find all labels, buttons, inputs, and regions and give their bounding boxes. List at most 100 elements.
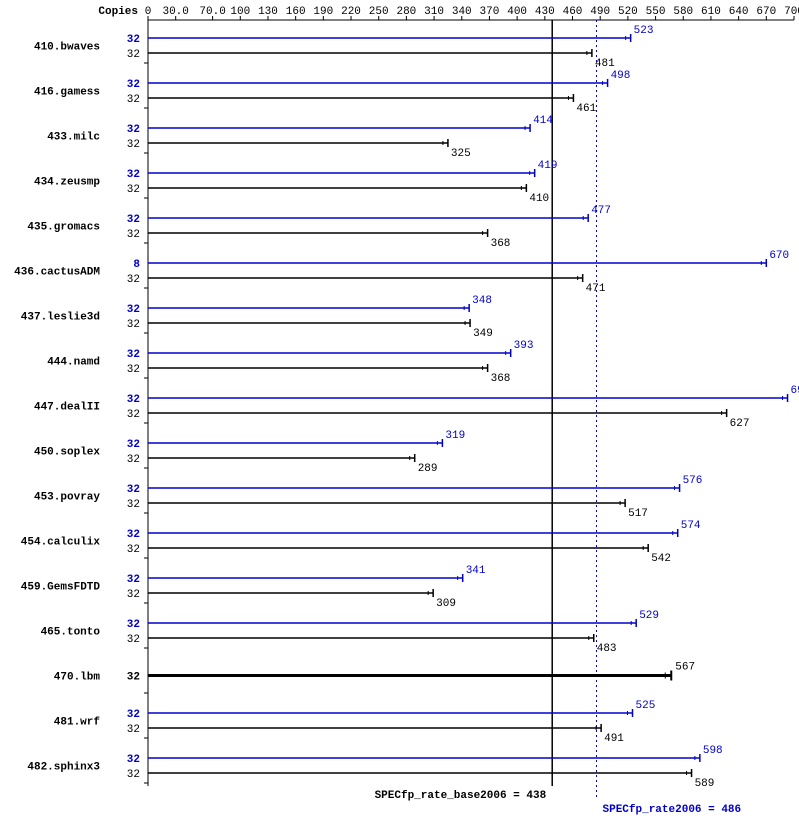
bar-value-label: 567 bbox=[675, 662, 695, 674]
chart-background bbox=[0, 0, 799, 831]
x-tick-label: 400 bbox=[507, 6, 527, 18]
benchmark-name: 416.gamess bbox=[34, 87, 100, 99]
peak-value-label: 419 bbox=[538, 160, 558, 172]
x-tick-label: 70.0 bbox=[199, 6, 225, 18]
base-value-label: 410 bbox=[529, 193, 549, 205]
base-value-label: 481 bbox=[595, 58, 615, 70]
copies-value: 32 bbox=[127, 672, 140, 684]
x-tick-label: 190 bbox=[313, 6, 333, 18]
x-tick-label: 460 bbox=[563, 6, 583, 18]
base-value-label: 471 bbox=[586, 283, 606, 295]
copies-value-base: 32 bbox=[127, 139, 140, 151]
x-tick-label: 610 bbox=[701, 6, 721, 18]
benchmark-name: 436.cactusADM bbox=[14, 267, 100, 279]
benchmark-name: 454.calculix bbox=[21, 537, 101, 549]
x-tick-label: 130 bbox=[258, 6, 278, 18]
base-value-label: 368 bbox=[491, 238, 511, 250]
base-value-label: 368 bbox=[491, 373, 511, 385]
copies-value-peak: 32 bbox=[127, 169, 140, 181]
benchmark-name: 453.povray bbox=[34, 492, 100, 504]
peak-value-label: 670 bbox=[769, 250, 789, 262]
benchmark-name: 434.zeusmp bbox=[34, 177, 100, 189]
x-tick-label: 310 bbox=[424, 6, 444, 18]
copies-value-base: 32 bbox=[127, 274, 140, 286]
copies-value-peak: 32 bbox=[127, 709, 140, 721]
base-value-label: 349 bbox=[473, 328, 493, 340]
copies-value-peak: 32 bbox=[127, 439, 140, 451]
copies-value-peak: 32 bbox=[127, 214, 140, 226]
ref-label-peak: SPECfp_rate2006 = 486 bbox=[603, 804, 742, 816]
peak-value-label: 576 bbox=[683, 475, 703, 487]
base-value-label: 309 bbox=[436, 598, 456, 610]
peak-value-label: 525 bbox=[636, 700, 656, 712]
x-tick-label: 100 bbox=[230, 6, 250, 18]
x-tick-label: 30.0 bbox=[162, 6, 188, 18]
peak-value-label: 498 bbox=[611, 70, 631, 82]
x-tick-label: 640 bbox=[729, 6, 749, 18]
x-tick-label: 220 bbox=[341, 6, 361, 18]
copies-value-peak: 32 bbox=[127, 34, 140, 46]
base-value-label: 491 bbox=[604, 733, 624, 745]
copies-value-base: 32 bbox=[127, 724, 140, 736]
x-tick-label: 670 bbox=[756, 6, 776, 18]
copies-value-base: 32 bbox=[127, 769, 140, 781]
copies-header: Copies bbox=[98, 6, 138, 18]
copies-value-base: 32 bbox=[127, 634, 140, 646]
copies-value-peak: 32 bbox=[127, 754, 140, 766]
base-value-label: 589 bbox=[695, 778, 715, 790]
x-tick-label: 490 bbox=[590, 6, 610, 18]
benchmark-name: 482.sphinx3 bbox=[27, 762, 100, 774]
benchmark-name: 435.gromacs bbox=[27, 222, 100, 234]
x-tick-label: 370 bbox=[480, 6, 500, 18]
benchmark-name: 410.bwaves bbox=[34, 42, 100, 54]
benchmark-name: 450.soplex bbox=[34, 447, 100, 459]
copies-value-base: 32 bbox=[127, 184, 140, 196]
copies-value-base: 32 bbox=[127, 49, 140, 61]
copies-value-peak: 32 bbox=[127, 484, 140, 496]
base-value-label: 325 bbox=[451, 148, 471, 160]
copies-value-base: 32 bbox=[127, 409, 140, 421]
base-value-label: 542 bbox=[651, 553, 671, 565]
peak-value-label: 341 bbox=[466, 565, 486, 577]
copies-value-peak: 32 bbox=[127, 574, 140, 586]
base-value-label: 461 bbox=[576, 103, 596, 115]
peak-value-label: 529 bbox=[639, 610, 659, 622]
peak-value-label: 319 bbox=[445, 430, 465, 442]
copies-value-base: 32 bbox=[127, 364, 140, 376]
benchmark-name: 444.namd bbox=[47, 357, 100, 369]
benchmark-name: 481.wrf bbox=[54, 717, 101, 729]
peak-value-label: 348 bbox=[472, 295, 492, 307]
peak-value-label: 523 bbox=[634, 25, 654, 37]
benchmark-name: 437.leslie3d bbox=[21, 312, 100, 324]
benchmark-name: 433.milc bbox=[47, 132, 100, 144]
copies-value-base: 32 bbox=[127, 589, 140, 601]
copies-value-base: 32 bbox=[127, 454, 140, 466]
copies-value-base: 32 bbox=[127, 544, 140, 556]
copies-value-peak: 32 bbox=[127, 529, 140, 541]
copies-value-peak: 32 bbox=[127, 349, 140, 361]
x-tick-label: 250 bbox=[369, 6, 389, 18]
benchmark-name: 470.lbm bbox=[54, 672, 101, 684]
x-tick-label: 580 bbox=[673, 6, 693, 18]
peak-value-label: 414 bbox=[533, 115, 553, 127]
x-tick-label: 0 bbox=[145, 6, 152, 18]
base-value-label: 483 bbox=[597, 643, 617, 655]
copies-value-peak: 32 bbox=[127, 619, 140, 631]
x-tick-label: 550 bbox=[646, 6, 666, 18]
x-tick-label: 160 bbox=[286, 6, 306, 18]
copies-value-peak: 32 bbox=[127, 124, 140, 136]
peak-value-label: 574 bbox=[681, 520, 701, 532]
copies-value-base: 32 bbox=[127, 229, 140, 241]
spec-rate-chart: 030.070.01001301601902202502803103403704… bbox=[0, 0, 799, 831]
x-tick-label: 280 bbox=[396, 6, 416, 18]
copies-value-peak: 8 bbox=[133, 259, 140, 271]
copies-value-peak: 32 bbox=[127, 304, 140, 316]
copies-value-peak: 32 bbox=[127, 394, 140, 406]
base-value-label: 517 bbox=[628, 508, 648, 520]
copies-value-base: 32 bbox=[127, 94, 140, 106]
base-value-label: 627 bbox=[730, 418, 750, 430]
base-value-label: 289 bbox=[418, 463, 438, 475]
copies-value-base: 32 bbox=[127, 319, 140, 331]
x-tick-label: 430 bbox=[535, 6, 555, 18]
peak-value-label: 393 bbox=[514, 340, 534, 352]
